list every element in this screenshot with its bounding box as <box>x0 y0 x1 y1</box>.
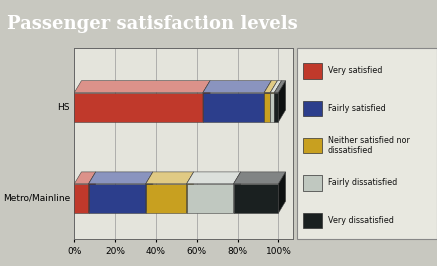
Polygon shape <box>146 172 194 184</box>
Polygon shape <box>278 172 286 213</box>
Text: Passenger satisfaction levels: Passenger satisfaction levels <box>7 15 297 33</box>
Text: Fairly satisfied: Fairly satisfied <box>328 104 386 113</box>
Polygon shape <box>271 81 281 93</box>
Bar <box>271 93 274 122</box>
Text: Very satisfied: Very satisfied <box>328 66 382 75</box>
Bar <box>274 93 278 122</box>
Bar <box>74 184 89 213</box>
Polygon shape <box>187 172 194 213</box>
Bar <box>74 93 203 122</box>
Bar <box>146 184 187 213</box>
Polygon shape <box>203 81 210 122</box>
Bar <box>303 138 323 153</box>
Polygon shape <box>233 172 286 184</box>
Polygon shape <box>146 172 153 213</box>
Bar <box>233 184 278 213</box>
Polygon shape <box>278 81 286 122</box>
Bar <box>303 101 323 116</box>
Polygon shape <box>89 172 153 184</box>
Polygon shape <box>89 172 96 213</box>
Text: Neither satisfied nor
dissatisfied: Neither satisfied nor dissatisfied <box>328 136 410 155</box>
Polygon shape <box>74 172 96 184</box>
Polygon shape <box>271 81 277 122</box>
Text: Fairly dissatisfied: Fairly dissatisfied <box>328 178 397 188</box>
Polygon shape <box>274 81 286 93</box>
Bar <box>303 175 323 190</box>
Polygon shape <box>187 172 241 184</box>
Bar <box>303 213 323 228</box>
Text: Very dissatisfied: Very dissatisfied <box>328 216 394 225</box>
Bar <box>264 93 271 122</box>
Polygon shape <box>203 81 271 93</box>
Polygon shape <box>264 81 271 122</box>
Polygon shape <box>74 81 210 93</box>
Bar <box>187 184 233 213</box>
Bar <box>303 63 323 78</box>
Bar <box>203 93 264 122</box>
Polygon shape <box>274 81 281 122</box>
Polygon shape <box>264 81 277 93</box>
Bar <box>89 184 146 213</box>
Polygon shape <box>233 172 241 213</box>
FancyBboxPatch shape <box>297 48 437 239</box>
